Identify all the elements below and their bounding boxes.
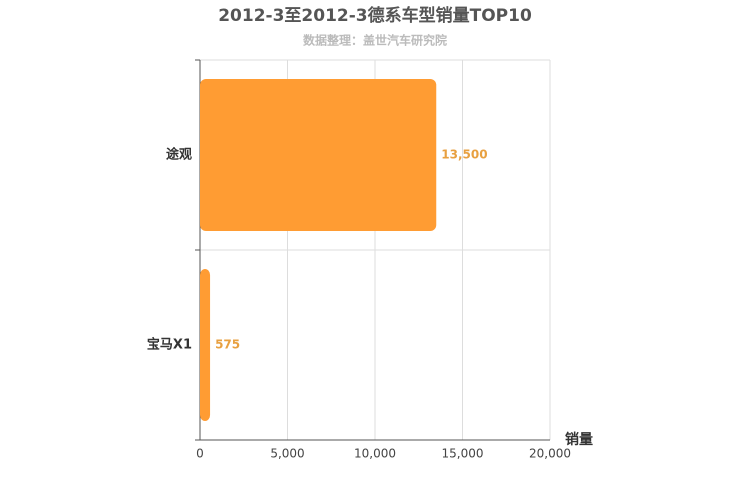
y-tick-label: 宝马X1	[147, 337, 192, 353]
x-tick-label: 15,000	[442, 447, 484, 461]
x-tick-label: 10,000	[354, 447, 396, 461]
bar	[200, 79, 437, 231]
value-label: 13,500	[441, 148, 487, 162]
x-axis-label: 销量	[565, 431, 593, 448]
x-tick-label: 0	[196, 447, 204, 461]
bar	[200, 269, 211, 421]
chart-subtitle: 数据整理：盖世汽车研究院	[303, 33, 447, 48]
chart-title: 2012-3至2012-3德系车型销量TOP10	[218, 5, 532, 26]
value-label: 575	[215, 338, 240, 352]
x-tick-label: 20,000	[529, 447, 571, 461]
x-tick-label: 5,000	[270, 447, 304, 461]
y-tick-label: 途观	[166, 147, 192, 163]
